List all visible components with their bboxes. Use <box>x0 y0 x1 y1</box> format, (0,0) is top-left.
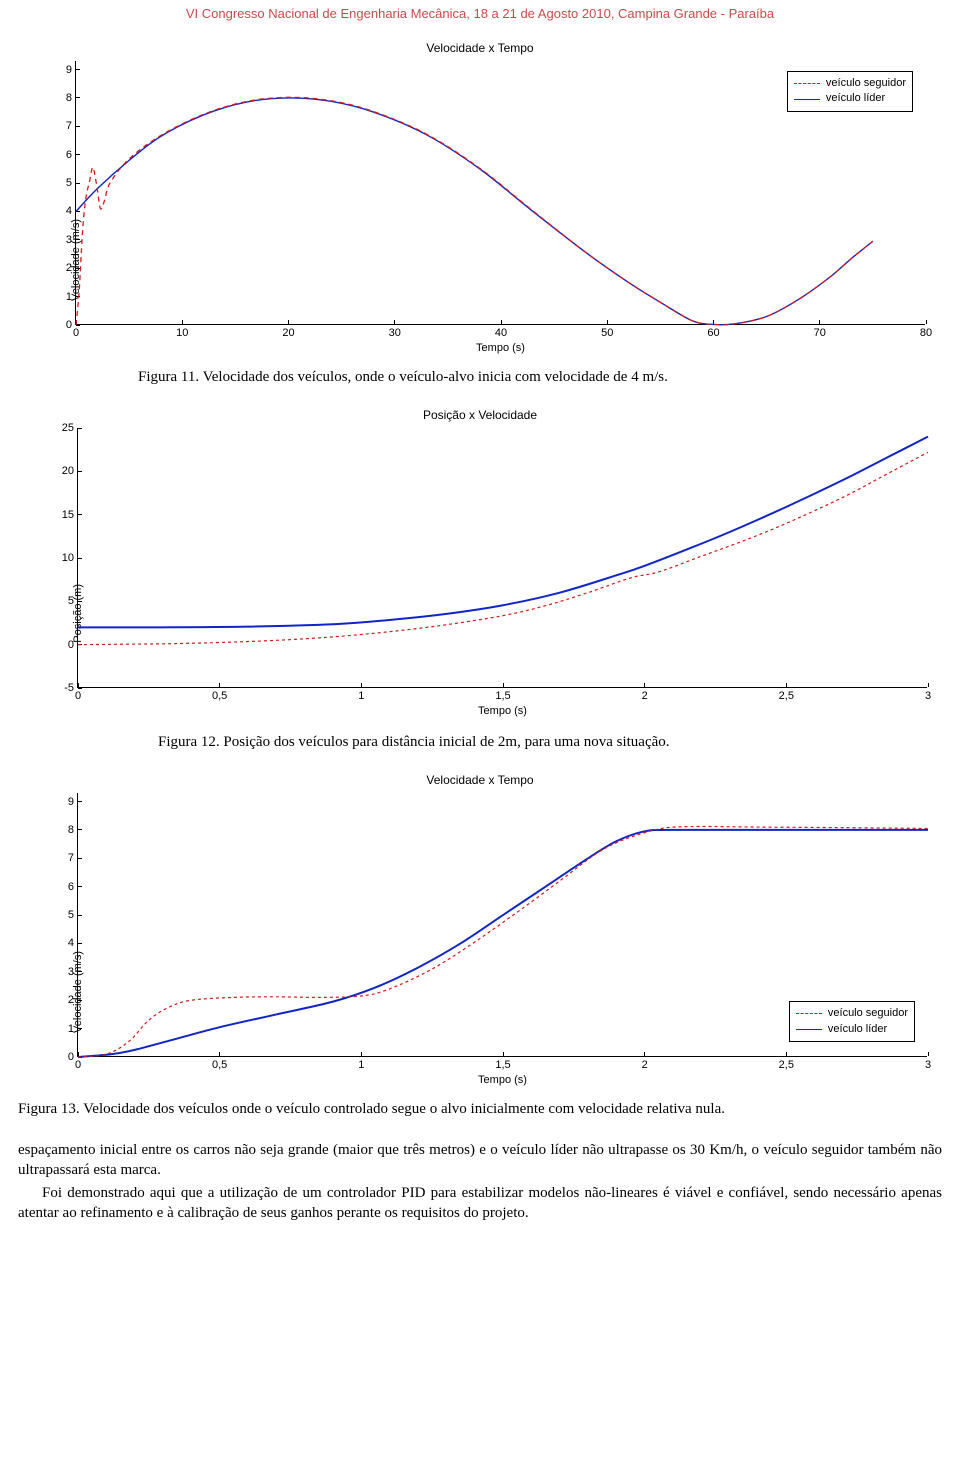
xtick-label: 0 <box>73 324 79 339</box>
page-header: VI Congresso Nacional de Engenharia Mecâ… <box>18 6 942 21</box>
series-svg <box>78 428 928 688</box>
legend-swatch <box>796 1013 822 1014</box>
series-line <box>76 97 873 325</box>
series-line <box>76 98 873 325</box>
legend-item: veículo seguidor <box>794 76 906 91</box>
xtick-label: 2 <box>642 1056 648 1071</box>
chart-1-title: Velocidade x Tempo <box>18 41 942 55</box>
ytick-label: 7 <box>66 120 76 132</box>
legend-item: veículo seguidor <box>796 1006 908 1021</box>
chart-3-title: Velocidade x Tempo <box>18 773 942 787</box>
xtick-label: 2,5 <box>779 1056 794 1071</box>
x-axis-label: Tempo (s) <box>478 687 527 717</box>
xtick-label: 0,5 <box>212 687 227 702</box>
xtick-label: 2,5 <box>779 687 794 702</box>
legend-swatch <box>796 1029 822 1030</box>
legend-label: veículo líder <box>828 1022 887 1037</box>
x-axis-label: Tempo (s) <box>476 324 525 354</box>
paragraph-2: Foi demonstrado aqui que a utilização de… <box>18 1183 942 1224</box>
chart-2-frame: -5051015202500,511,522,53Posição (m)Temp… <box>21 424 939 722</box>
ytick-label: 9 <box>68 796 78 808</box>
plot-area: 012345678900,511,522,53Velocidade (m/s)T… <box>77 793 927 1057</box>
xtick-label: 3 <box>925 687 931 702</box>
xtick-label: 10 <box>176 324 188 339</box>
ytick-label: 5 <box>66 177 76 189</box>
caption-fig11: Figura 11. Velocidade dos veículos, onde… <box>18 369 942 386</box>
ytick-label: 15 <box>62 509 78 521</box>
ytick-label: 5 <box>68 909 78 921</box>
body-text: espaçamento inicial entre os carros não … <box>18 1140 942 1223</box>
chart-2-title: Posição x Velocidade <box>18 408 942 422</box>
legend: veículo seguidorveículo líder <box>789 1001 915 1042</box>
xtick-label: 1 <box>358 1056 364 1071</box>
ytick-label: 8 <box>66 92 76 104</box>
caption-fig13: Figura 13. Velocidade dos veículos onde … <box>18 1101 942 1118</box>
caption-fig12: Figura 12. Posição dos veículos para dis… <box>18 734 942 751</box>
xtick-label: 50 <box>601 324 613 339</box>
chart-1-frame: 012345678901020304050607080Velocidade (m… <box>23 57 937 357</box>
legend-item: veículo líder <box>794 91 906 106</box>
legend-swatch <box>794 83 820 84</box>
xtick-label: 1 <box>358 687 364 702</box>
plot-area: 012345678901020304050607080Velocidade (m… <box>75 61 925 325</box>
ytick-label: 20 <box>62 465 78 477</box>
legend-label: veículo seguidor <box>828 1006 908 1021</box>
xtick-label: 80 <box>920 324 932 339</box>
xtick-label: 70 <box>814 324 826 339</box>
paragraph-1: espaçamento inicial entre os carros não … <box>18 1140 942 1181</box>
ytick-label: 6 <box>66 149 76 161</box>
xtick-label: 0,5 <box>212 1056 227 1071</box>
ytick-label: 8 <box>68 824 78 836</box>
legend-item: veículo líder <box>796 1022 908 1037</box>
series-line <box>78 437 928 628</box>
ytick-label: 9 <box>66 64 76 76</box>
legend-label: veículo seguidor <box>826 76 906 91</box>
xtick-label: 2 <box>642 687 648 702</box>
ytick-label: 6 <box>68 881 78 893</box>
chart-1: Velocidade x Tempo 012345678901020304050… <box>18 41 942 357</box>
legend: veículo seguidorveículo líder <box>787 71 913 112</box>
ytick-label: 7 <box>68 852 78 864</box>
xtick-label: 0 <box>75 687 81 702</box>
chart-2: Posição x Velocidade -5051015202500,511,… <box>18 408 942 722</box>
xtick-label: 3 <box>925 1056 931 1071</box>
xtick-label: 20 <box>282 324 294 339</box>
xtick-label: 60 <box>707 324 719 339</box>
xtick-label: 30 <box>389 324 401 339</box>
x-axis-label: Tempo (s) <box>478 1056 527 1086</box>
legend-label: veículo líder <box>826 91 885 106</box>
ytick-label: 25 <box>62 422 78 434</box>
series-line <box>78 452 928 644</box>
xtick-label: 0 <box>75 1056 81 1071</box>
chart-3: Velocidade x Tempo 012345678900,511,522,… <box>18 773 942 1089</box>
chart-3-frame: 012345678900,511,522,53Velocidade (m/s)T… <box>21 789 939 1089</box>
plot-area: -5051015202500,511,522,53Posição (m)Temp… <box>77 428 927 688</box>
legend-swatch <box>794 99 820 100</box>
